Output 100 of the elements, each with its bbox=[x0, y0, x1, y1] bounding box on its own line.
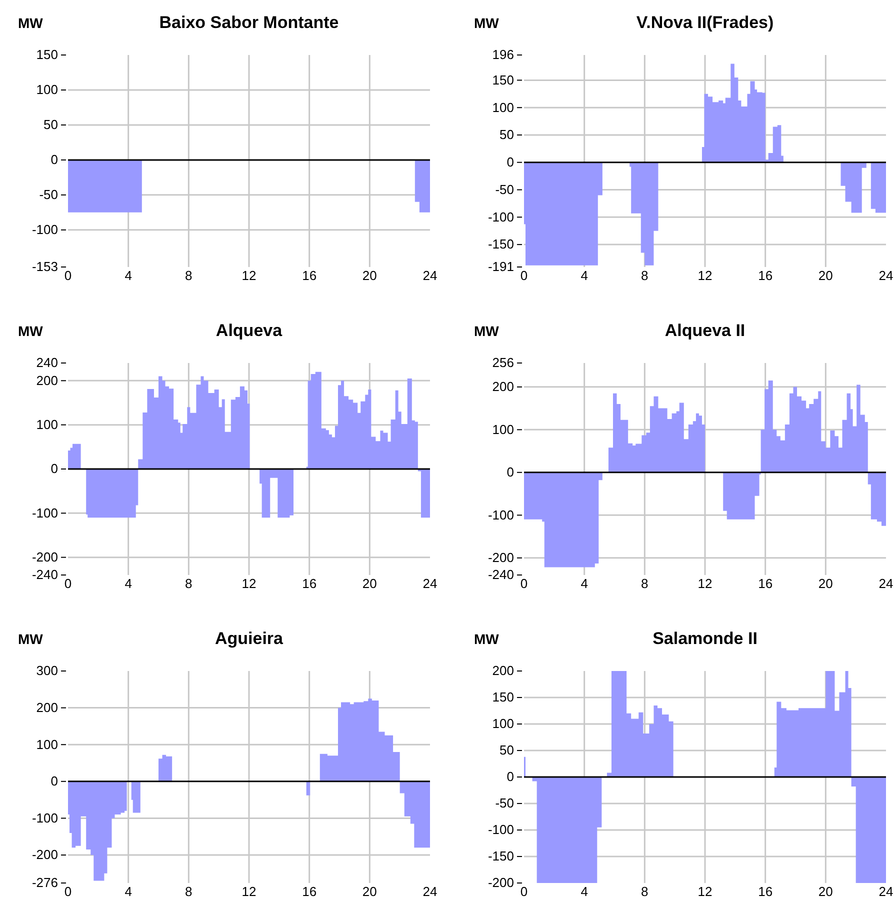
x-tick-label: 4 bbox=[124, 268, 132, 284]
y-tick-label: 200 bbox=[492, 663, 514, 678]
x-tick-label: 4 bbox=[124, 576, 132, 592]
x-tick-label: 12 bbox=[698, 268, 712, 284]
chart-title: Alqueva II bbox=[664, 321, 746, 340]
x-tick-label: 12 bbox=[242, 576, 256, 592]
y-tick-label: 200 bbox=[36, 372, 58, 388]
y-tick-label: -50 bbox=[495, 182, 514, 197]
x-tick-label: 24 bbox=[878, 576, 894, 592]
y-tick-label: -200 bbox=[32, 549, 58, 564]
y-tick-label: 200 bbox=[36, 700, 58, 715]
x-tick-label: 0 bbox=[64, 268, 72, 284]
x-tick-label: 0 bbox=[520, 884, 528, 900]
x-tick-label: 8 bbox=[185, 576, 192, 592]
y-tick-label: -191 bbox=[488, 259, 514, 274]
x-tick-label: 20 bbox=[818, 268, 833, 284]
y-tick-label: -100 bbox=[32, 810, 58, 826]
x-tick-label: 24 bbox=[422, 576, 438, 592]
x-tick-label: 24 bbox=[422, 884, 438, 900]
y-tick-label: -150 bbox=[488, 848, 514, 864]
y-tick-label: 0 bbox=[506, 154, 514, 170]
x-tick-label: 16 bbox=[302, 576, 317, 592]
y-tick-label: 50 bbox=[500, 127, 514, 142]
y-tick-label: 50 bbox=[500, 742, 514, 758]
y-tick-label: -240 bbox=[488, 567, 514, 582]
y-axis-title: MW bbox=[474, 323, 500, 339]
x-tick-label: 8 bbox=[641, 884, 648, 900]
x-tick-label: 16 bbox=[758, 576, 773, 592]
y-tick-label: 256 bbox=[492, 355, 514, 370]
chart-title: Salamonde II bbox=[652, 629, 758, 648]
y-axis-title: MW bbox=[18, 15, 44, 31]
y-tick-label: 0 bbox=[506, 769, 514, 784]
chart-title: V.Nova II(Frades) bbox=[636, 13, 774, 32]
y-axis-title: MW bbox=[474, 631, 500, 647]
x-tick-label: 24 bbox=[878, 268, 894, 284]
y-tick-label: 150 bbox=[36, 47, 58, 62]
y-tick-label: 100 bbox=[36, 736, 58, 752]
x-tick-label: 16 bbox=[302, 268, 317, 284]
x-tick-label: 20 bbox=[818, 884, 833, 900]
y-tick-label: -150 bbox=[488, 236, 514, 252]
x-tick-label: 8 bbox=[185, 884, 192, 900]
x-tick-label: 0 bbox=[64, 884, 72, 900]
y-tick-label: 50 bbox=[44, 117, 58, 132]
y-tick-label: -50 bbox=[495, 796, 514, 811]
y-axis-title: MW bbox=[18, 323, 44, 339]
x-tick-label: 12 bbox=[698, 884, 712, 900]
x-tick-label: 24 bbox=[878, 884, 894, 900]
y-tick-label: 196 bbox=[492, 47, 514, 62]
y-tick-label: -100 bbox=[488, 507, 514, 522]
x-tick-label: 20 bbox=[362, 884, 377, 900]
y-tick-label: -100 bbox=[32, 222, 58, 238]
x-tick-label: 4 bbox=[580, 268, 588, 284]
y-tick-label: 0 bbox=[50, 774, 58, 789]
x-tick-label: 16 bbox=[758, 884, 773, 900]
y-tick-label: 200 bbox=[492, 379, 514, 394]
y-tick-label: 100 bbox=[492, 422, 514, 437]
x-tick-label: 4 bbox=[580, 884, 588, 900]
x-tick-label: 4 bbox=[124, 884, 132, 900]
y-tick-label: -276 bbox=[32, 875, 58, 890]
y-tick-label: 100 bbox=[492, 716, 514, 732]
y-tick-label: 100 bbox=[36, 416, 58, 432]
x-tick-label: 0 bbox=[520, 576, 528, 592]
chart-title: Baixo Sabor Montante bbox=[159, 13, 339, 32]
x-tick-label: 16 bbox=[758, 268, 773, 284]
y-tick-label: -200 bbox=[32, 847, 58, 862]
y-axis-title: MW bbox=[18, 631, 44, 647]
y-tick-label: 100 bbox=[36, 82, 58, 98]
y-tick-label: 100 bbox=[492, 100, 514, 115]
x-tick-label: 8 bbox=[641, 576, 648, 592]
y-tick-label: -100 bbox=[488, 209, 514, 224]
x-tick-label: 4 bbox=[580, 576, 588, 592]
y-tick-label: 0 bbox=[50, 461, 58, 476]
x-tick-label: 8 bbox=[185, 268, 192, 284]
x-tick-label: 20 bbox=[818, 576, 833, 592]
y-tick-label: -153 bbox=[32, 259, 58, 274]
y-tick-label: -100 bbox=[32, 505, 58, 520]
y-tick-label: 150 bbox=[492, 72, 514, 88]
x-tick-label: 0 bbox=[520, 268, 528, 284]
y-axis-title: MW bbox=[474, 15, 500, 31]
y-tick-label: -200 bbox=[488, 550, 514, 566]
x-tick-label: 24 bbox=[422, 268, 438, 284]
y-tick-label: 240 bbox=[36, 355, 58, 370]
x-tick-label: 8 bbox=[641, 268, 648, 284]
x-tick-label: 0 bbox=[64, 576, 72, 592]
x-tick-label: 20 bbox=[362, 268, 377, 284]
x-tick-label: 20 bbox=[362, 576, 377, 592]
x-tick-label: 16 bbox=[302, 884, 317, 900]
x-tick-label: 12 bbox=[242, 268, 256, 284]
y-tick-label: -200 bbox=[488, 875, 514, 890]
y-tick-label: -50 bbox=[39, 187, 58, 202]
y-tick-label: -100 bbox=[488, 822, 514, 838]
y-tick-label: 300 bbox=[36, 663, 58, 678]
y-tick-label: 150 bbox=[492, 690, 514, 705]
chart-title: Alqueva bbox=[216, 321, 283, 340]
y-tick-label: 0 bbox=[50, 152, 58, 168]
x-tick-label: 12 bbox=[698, 576, 712, 592]
x-tick-label: 12 bbox=[242, 884, 256, 900]
chart-title: Aguieira bbox=[214, 629, 284, 648]
y-tick-label: -240 bbox=[32, 567, 58, 582]
y-tick-label: 0 bbox=[506, 464, 514, 480]
